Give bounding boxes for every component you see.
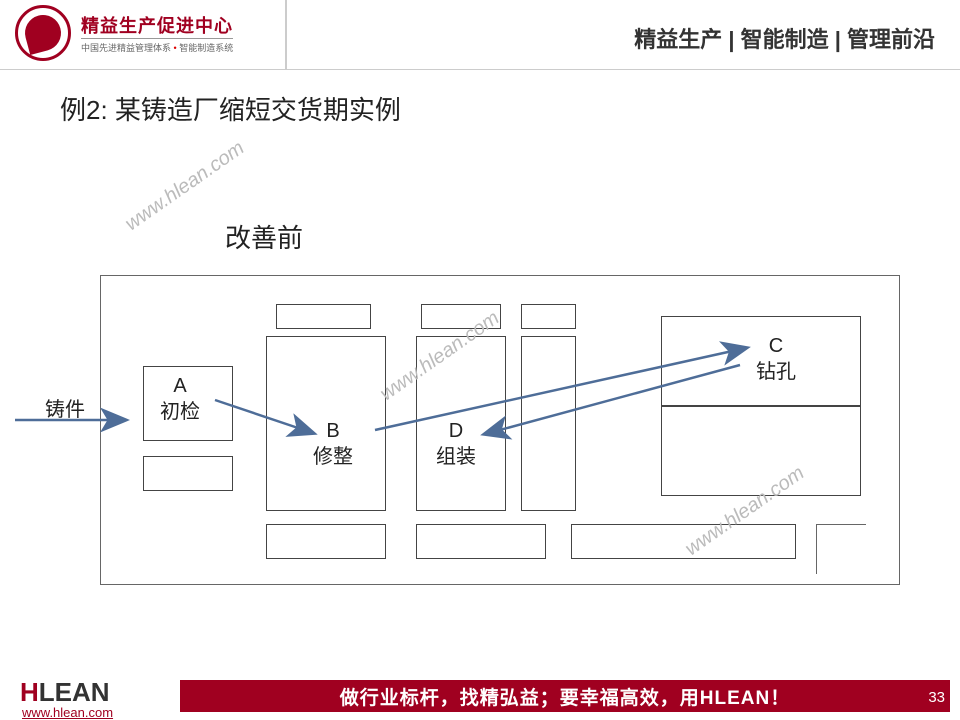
station-d-label: D组装 bbox=[436, 418, 476, 470]
station-c-label: C钻孔 bbox=[756, 333, 796, 385]
door-notch bbox=[816, 524, 866, 574]
box-c-bot bbox=[661, 406, 861, 496]
logo-area: 精益生产促进中心 中国先进精益管理体系 • 智能制造系统 bbox=[15, 5, 233, 61]
logo-icon bbox=[15, 5, 71, 61]
long-d-bot bbox=[416, 524, 546, 559]
small-right-top bbox=[521, 304, 576, 329]
diagram-title: 改善前 bbox=[225, 218, 303, 255]
station-b-label: B修整 bbox=[313, 418, 353, 470]
header: 精益生产促进中心 中国先进精益管理体系 • 智能制造系统 精益生产 | 智能制造… bbox=[0, 0, 960, 70]
slide-title: 例2: 某铸造厂缩短交货期实例 bbox=[60, 90, 401, 127]
logo-subtitle: 中国先进精益管理体系 • 智能制造系统 bbox=[81, 38, 233, 54]
cast-label: 铸件 bbox=[45, 393, 85, 422]
page-number: 33 bbox=[928, 689, 945, 706]
small-d-top bbox=[421, 304, 501, 329]
layout-diagram bbox=[100, 275, 900, 585]
logo-text: 精益生产促进中心 中国先进精益管理体系 • 智能制造系统 bbox=[81, 12, 233, 54]
logo-title: 精益生产促进中心 bbox=[81, 12, 233, 38]
footer: HLEAN www.hlean.com 做行业标杆，找精弘益；要幸福高效，用HL… bbox=[0, 672, 960, 720]
station-a-label: A初检 bbox=[160, 373, 200, 425]
footer-logo: HLEAN bbox=[20, 677, 110, 708]
footer-url[interactable]: www.hlean.com bbox=[22, 705, 113, 720]
header-tagline: 精益生产 | 智能制造 | 管理前沿 bbox=[634, 22, 935, 54]
long-c-bot bbox=[571, 524, 796, 559]
long-b-bot bbox=[266, 524, 386, 559]
small-a-below bbox=[143, 456, 233, 491]
small-b-top bbox=[276, 304, 371, 329]
col-right bbox=[521, 336, 576, 511]
footer-slogan: 做行业标杆，找精弘益；要幸福高效，用HLEAN！ bbox=[180, 680, 950, 712]
header-divider bbox=[285, 0, 287, 70]
